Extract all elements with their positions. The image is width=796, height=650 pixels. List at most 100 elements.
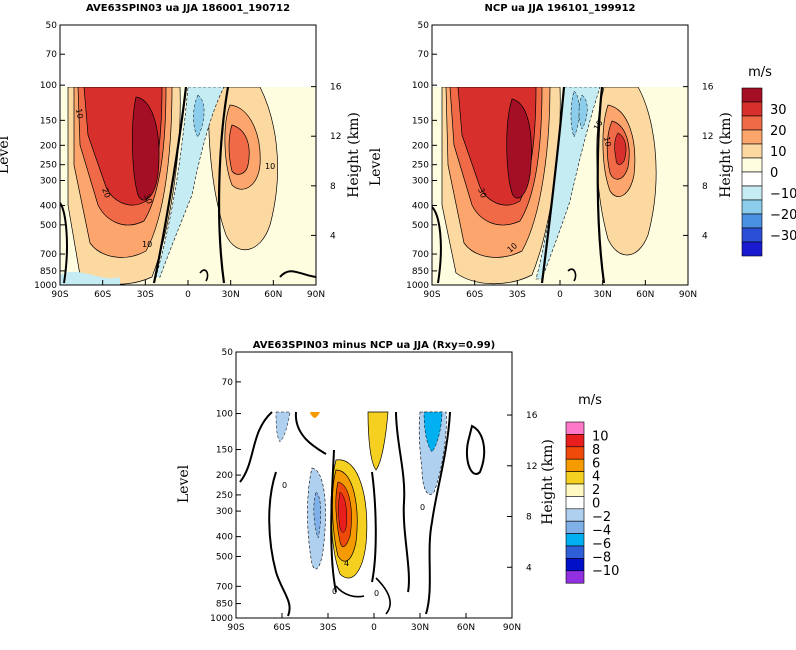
panel-2-title: NCP ua JJA 196101_199912 [484,3,635,14]
panel-2-x-axis: 90S 60S 30S 0 30N 60N 90N [423,280,697,300]
colorbar-swatch [741,129,763,145]
colorbar-swatch [741,115,763,131]
contour-label: 10 [265,162,275,171]
colorbar-label: −10 [770,187,796,202]
y-right-tick-label: 4 [330,231,336,241]
x-tick-label: 30S [319,623,336,633]
y-tick-label: 100 [40,81,57,91]
y-tick-label: 700 [216,582,233,592]
y-right-tick-label: 4 [526,563,532,573]
colorbar-swatch [565,533,585,547]
colorbar-top-units: m/s [748,65,772,80]
y-tick-label: 400 [40,201,57,211]
panel-1-x-axis: 90S 60S 30S 0 30N 60N 90N [51,280,325,300]
y-right-tick-label: 8 [526,513,532,523]
colorbar-swatch [565,520,585,534]
colorbar-swatch [741,185,763,201]
y-tick-label: 250 [40,161,57,171]
panel-1-field [60,25,316,285]
x-tick-label: 0 [185,290,191,300]
colorbar-swatch [565,483,585,497]
colorbar-label: 2 [592,483,600,498]
contour-label: 30 [476,187,488,200]
panel-1: AVE63SPIN03 ua JJA 186001_190712 [0,3,362,300]
panel-1-y-axis: 50 70 100 150 200 250 300 400 500 700 850 1000 [34,21,65,291]
x-tick-label: 60S [94,290,111,300]
y-tick-label: 200 [216,471,233,481]
y-tick-label: 500 [40,221,57,231]
x-tick-label: 60S [466,290,483,300]
colorbar-swatch [741,241,763,257]
colorbar-swatch [565,446,585,460]
colorbar-swatch [565,434,585,448]
y-tick-label: 850 [40,267,57,277]
panel-2-y-axis: 50 70 100 150 200 250 300 400 500 700 850 1000 [406,21,437,291]
y-tick-label: 50 [418,21,430,31]
y-tick-label: 250 [216,491,233,501]
contour-label: 10 [74,108,85,120]
panel-1-contour-labels: 10 20 30 10 10 [74,108,275,249]
colorbar-swatch [565,471,585,485]
x-tick-label: 60N [264,290,282,300]
y-tick-label: 150 [216,446,233,456]
panel-2-contour-labels: 30 10 10 10 [476,119,613,255]
contour-label: 0 [332,587,337,596]
x-tick-label: 30S [509,290,526,300]
y-right-tick-label: 8 [330,182,336,192]
x-tick-label: 90S [423,290,440,300]
y-tick-label: 100 [216,410,233,420]
colorbar-label: −4 [592,523,611,538]
y-right-tick-label: 12 [526,462,537,472]
y-tick-label: 200 [412,141,429,151]
y-right-tick-label: 16 [702,83,714,93]
y-tick-label: 400 [412,201,429,211]
colorbar-swatch [741,199,763,215]
colorbar-label: 0 [770,166,778,181]
panel-1-title: AVE63SPIN03 ua JJA 186001_190712 [86,3,290,14]
y-tick-label: 250 [412,161,429,171]
panel-3-ylabel: Level [176,464,192,503]
y-tick-label: 200 [40,141,57,151]
panel-3-field [236,352,512,618]
colorbar-swatch [741,157,763,173]
contour-label: 10 [142,240,152,249]
panel-2: NCP ua JJA 196101_199912 30 [368,3,734,300]
y-tick-label: 100 [412,81,429,91]
panel-2-ylabel: Level [368,147,384,186]
x-tick-label: 60N [636,290,654,300]
panel-3-x-axis: 90S 60S 30S 0 30N 60N 90N [227,613,521,633]
contour-label: 0 [374,589,379,598]
colorbar-swatch [565,570,585,584]
panel-3: AVE63SPIN03 minus NCP ua JJA (Rxy=0.99) [176,340,556,633]
y-right-tick-label: 4 [702,231,708,241]
colorbar-label: 10 [770,145,787,160]
panel-1-y-right-axis: 16 12 8 4 [311,83,342,241]
colorbar-swatch [565,458,585,472]
colorbar-label: −6 [592,537,611,552]
colorbar-swatch [741,143,763,159]
y-tick-label: 70 [222,378,234,388]
x-tick-label: 90N [307,290,325,300]
panel-1-ylabel-right: Height (km) [346,112,362,198]
colorbar-bottom-units: m/s [578,393,602,408]
colorbar-swatch [741,101,763,117]
panel-3-contour-labels: 0 0 4 0 0 [282,481,425,598]
x-tick-label: 90N [503,623,521,633]
colorbar-swatch [565,545,585,559]
x-tick-label: 30N [222,290,240,300]
x-tick-label: 90N [679,290,697,300]
x-tick-label: 60N [457,623,475,633]
x-tick-label: 0 [557,290,563,300]
colorbar-swatch [565,558,585,572]
x-tick-label: 90S [51,290,68,300]
y-tick-label: 70 [418,50,430,60]
contour-label: 20 [100,187,112,200]
y-tick-label: 300 [216,507,233,517]
colorbar-label: 8 [592,443,600,458]
panel-3-ylabel-right: Height (km) [540,439,556,525]
colorbar-swatch [565,496,585,510]
panel-2-y-right-axis: 16 12 8 4 [683,83,714,241]
colorbar-swatch [741,227,763,243]
colorbar-label: −10 [592,564,619,579]
